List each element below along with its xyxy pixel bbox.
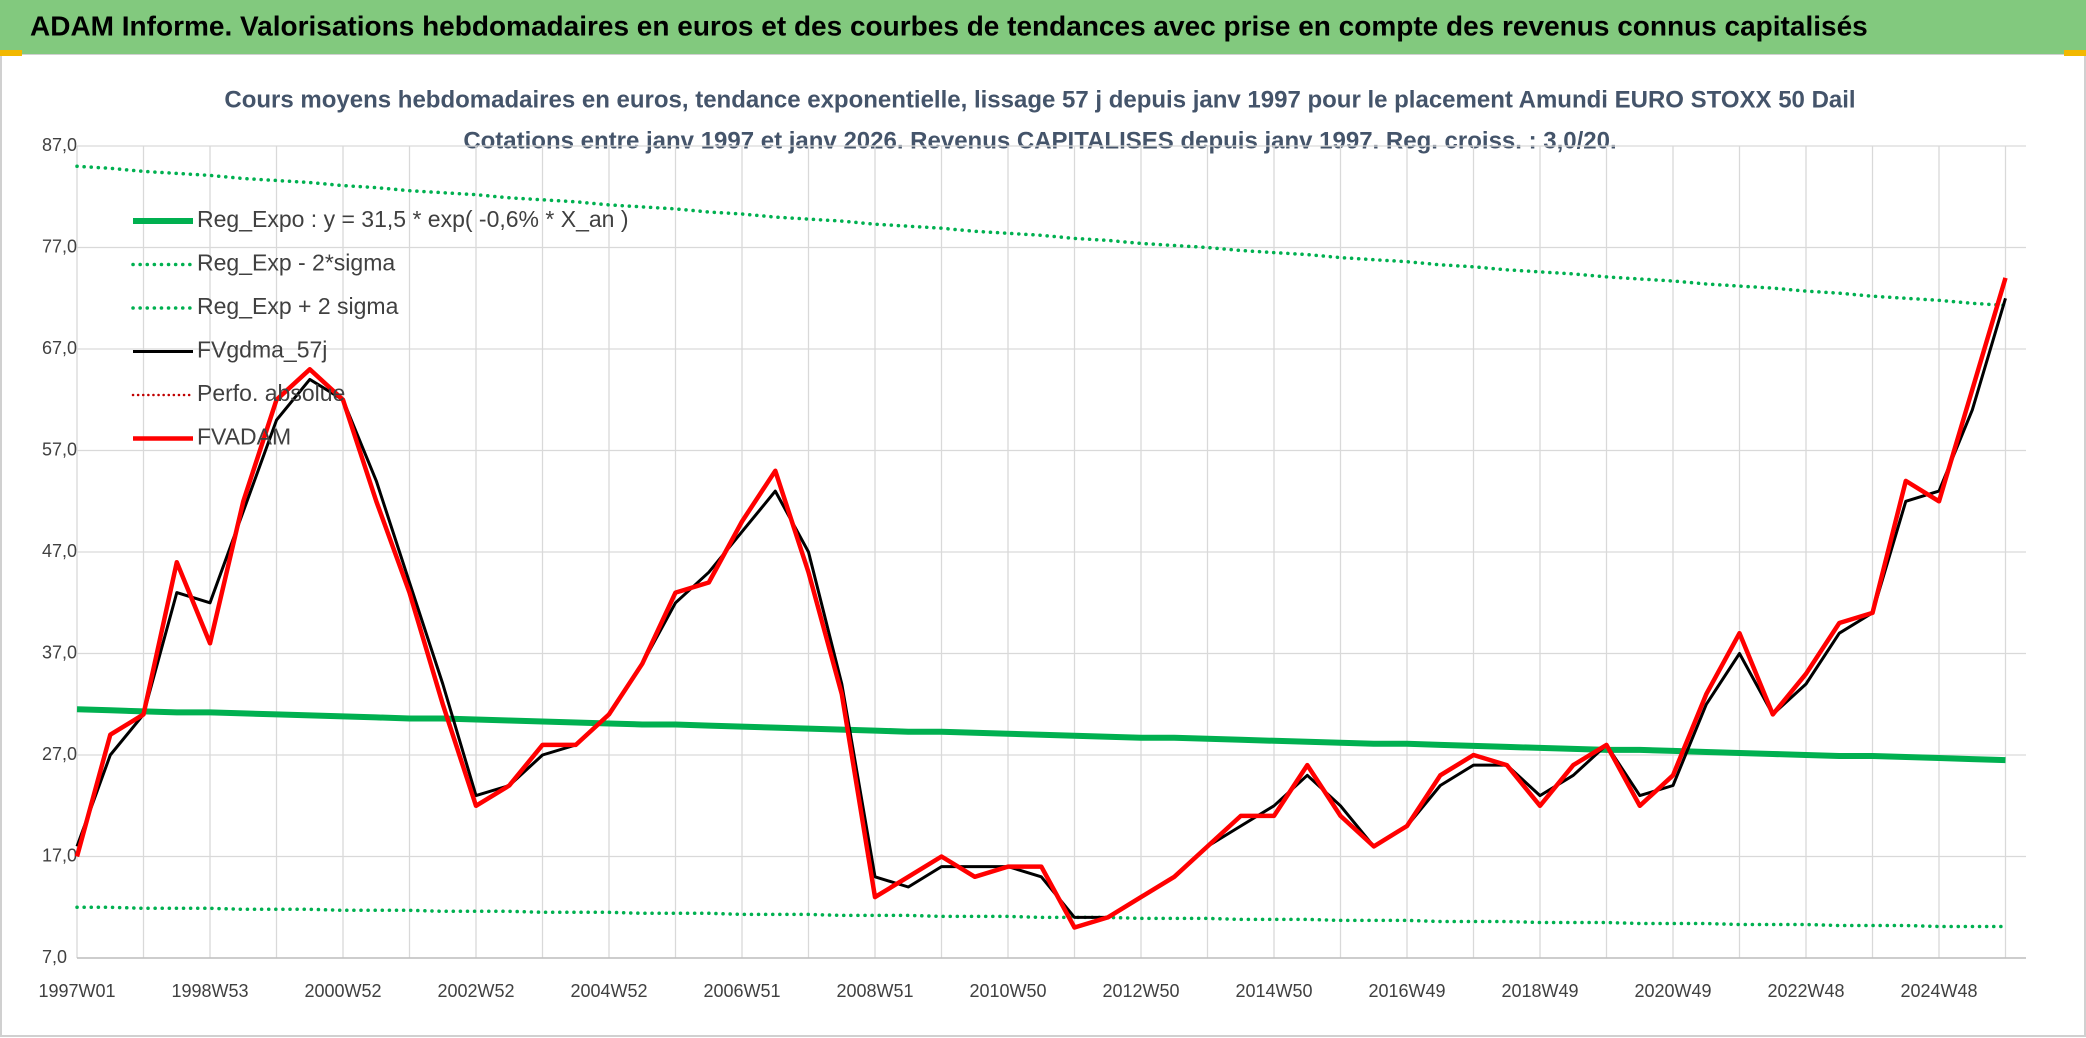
x-tick-label: 2024W48 — [1900, 981, 1977, 1001]
x-tick-label: 2006W51 — [703, 981, 780, 1001]
series-line — [75, 164, 2008, 308]
x-tick-label: 1997W01 — [38, 981, 115, 1001]
x-tick-label: 2000W52 — [304, 981, 381, 1001]
x-tick-label: 2002W52 — [437, 981, 514, 1001]
x-tick-label: 2022W48 — [1767, 981, 1844, 1001]
x-tick-label: 1998W53 — [171, 981, 248, 1001]
legend-label: Reg_Exp + 2 sigma — [197, 293, 399, 319]
y-tick-label: 87,0 — [42, 135, 77, 155]
legend-label: FVgdma_57j — [197, 337, 327, 363]
y-tick-label: 57,0 — [42, 439, 77, 459]
series-line — [75, 297, 2007, 919]
x-tick-label: 2016W49 — [1368, 981, 1445, 1001]
x-tick-label: 2012W50 — [1102, 981, 1179, 1001]
x-tick-label: 2004W52 — [570, 981, 647, 1001]
chart-subtitle: Cotations entre janv 1997 et janv 2026. … — [463, 127, 1616, 154]
series-line — [74, 277, 2008, 930]
corner-left — [0, 50, 22, 56]
x-tick-label: 2010W50 — [969, 981, 1046, 1001]
y-tick-label: 77,0 — [42, 236, 77, 256]
legend-label: Perfo. absolue — [197, 380, 345, 406]
y-tick-label: 67,0 — [42, 338, 77, 358]
y-tick-label: 27,0 — [42, 744, 77, 764]
y-tick-label: 37,0 — [42, 642, 77, 662]
x-tick-label: 2020W49 — [1634, 981, 1711, 1001]
legend-label: Reg_Expo : y = 31,5 * exp( -0,6% * X_an … — [197, 206, 629, 232]
y-tick-label: 17,0 — [42, 845, 77, 865]
x-tick-label: 2008W51 — [836, 981, 913, 1001]
y-tick-label: 7,0 — [42, 947, 67, 967]
x-tick-label: 2014W50 — [1235, 981, 1312, 1001]
series-line — [75, 905, 2008, 929]
header-title: ADAM Informe. Valorisations hebdomadaire… — [30, 10, 1868, 41]
corner-right — [2064, 50, 2086, 56]
header-bar — [0, 0, 2086, 54]
legend-label: Reg_Exp - 2*sigma — [197, 250, 395, 276]
x-tick-label: 2018W49 — [1501, 981, 1578, 1001]
y-tick-label: 47,0 — [42, 541, 77, 561]
legend-label: FVADAM — [197, 424, 291, 450]
chart-title: Cours moyens hebdomadaires en euros, ten… — [224, 86, 1855, 113]
